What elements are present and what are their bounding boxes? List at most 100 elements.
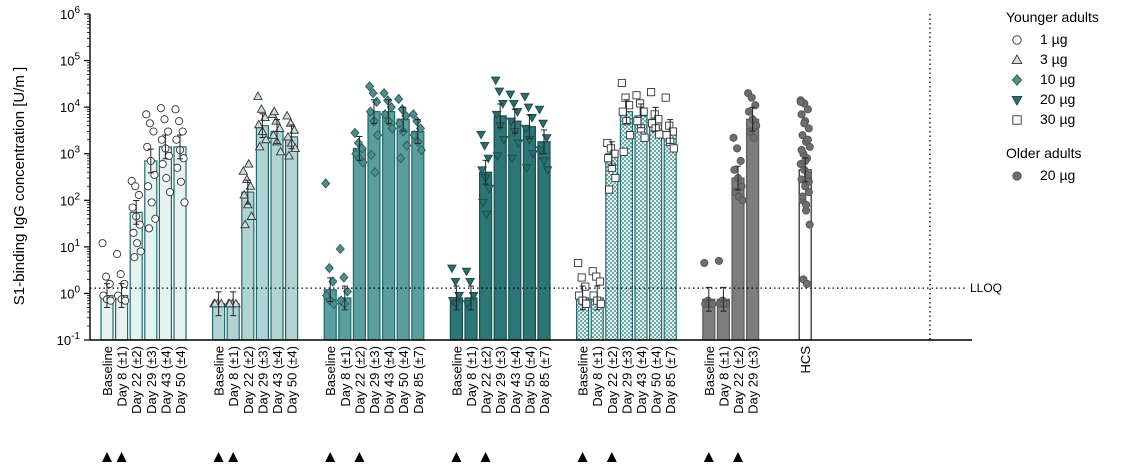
data-point <box>128 203 137 212</box>
dose-marker <box>213 452 224 462</box>
x-tick-label: Day 43 (±4) <box>270 346 285 414</box>
x-tick-label: Day 29 (±3) <box>619 346 634 414</box>
y-tick-exponent: 3 <box>74 145 80 156</box>
legend-label: 3 µg <box>1040 51 1068 67</box>
data-point <box>282 110 293 120</box>
x-tick-label: Day 22 (±2) <box>479 346 494 414</box>
data-point <box>224 298 235 308</box>
data-point <box>394 93 404 105</box>
data-point <box>574 258 583 268</box>
x-tick-label: Day 85 (±7) <box>663 346 678 414</box>
dose-marker <box>733 452 743 462</box>
data-point <box>350 127 360 139</box>
data-point <box>158 159 167 169</box>
legend-marker <box>1012 35 1022 45</box>
data-point <box>283 150 294 160</box>
x-tick-label: Baseline <box>100 346 115 396</box>
data-point <box>98 239 107 248</box>
x-tick-label: Day 85 (±7) <box>537 346 552 414</box>
data-point <box>481 210 492 220</box>
data-point <box>402 140 412 151</box>
data-point <box>416 144 426 156</box>
data-point <box>366 149 376 160</box>
data-point <box>803 135 812 144</box>
legend-marker <box>1011 74 1023 86</box>
y-tick-label: 102 <box>60 191 80 208</box>
x-tick-label: Day 8 (±1) <box>226 346 241 407</box>
data-point <box>462 300 473 310</box>
y-tick-label: 101 <box>60 238 80 255</box>
y-tick-exponent: 5 <box>74 52 80 63</box>
data-point <box>339 272 349 283</box>
data-point <box>749 133 758 142</box>
dose-marker <box>577 452 588 462</box>
data-point <box>121 296 130 305</box>
data-point <box>129 228 138 237</box>
data-point <box>454 292 465 301</box>
y-tick-label: 10-1 <box>57 331 81 348</box>
data-point <box>498 136 509 145</box>
axes-layer: S1-binding IgG concentration [U/m ] LLOQ… <box>11 5 1002 462</box>
data-point <box>142 110 151 119</box>
legend-label: 20 µg <box>1040 91 1075 107</box>
data-point <box>520 124 531 134</box>
data-point <box>483 154 494 164</box>
data-point <box>476 130 487 140</box>
data-point <box>803 105 812 114</box>
data-point <box>144 182 153 191</box>
data-point <box>160 115 169 124</box>
data-point <box>654 115 663 124</box>
data-point <box>179 154 188 163</box>
dose-marker <box>228 452 239 462</box>
data-point <box>708 299 717 308</box>
dose-marker <box>480 452 491 462</box>
data-point <box>528 150 538 159</box>
lloq-label: LLOQ <box>970 281 1002 295</box>
data-point <box>260 112 271 121</box>
data-point <box>661 93 670 102</box>
data-point <box>798 131 807 140</box>
x-tick-label: Day 43 (±4) <box>382 346 397 414</box>
legend-label: 1 µg <box>1040 31 1068 47</box>
data-point <box>617 78 626 88</box>
bar <box>285 136 299 341</box>
y-tick-exponent: 0 <box>74 284 80 295</box>
x-tick-label: Day 43 (±4) <box>508 346 523 414</box>
bar <box>396 118 410 341</box>
data-point <box>133 239 142 248</box>
data-point <box>633 117 642 126</box>
data-point <box>802 200 811 209</box>
x-tick-label: Day 8 (±1) <box>716 346 731 407</box>
data-point <box>275 146 286 156</box>
data-point <box>106 296 115 305</box>
data-point <box>465 278 476 287</box>
data-point <box>605 185 614 194</box>
bar <box>270 130 284 341</box>
data-point <box>747 93 756 102</box>
data-point <box>636 99 645 108</box>
data-point <box>289 124 300 134</box>
data-point <box>243 158 254 168</box>
x-tick-label: Day 8 (±1) <box>115 346 130 407</box>
bar <box>479 171 493 341</box>
legend-marker <box>1012 115 1022 125</box>
y-axis-label: S1-binding IgG concentration [U/m ] <box>11 67 28 305</box>
data-point <box>523 103 534 113</box>
data-point <box>450 278 461 287</box>
data-point <box>172 135 181 144</box>
data-point <box>468 292 479 301</box>
data-point <box>149 127 158 136</box>
data-point <box>479 142 490 151</box>
data-point <box>246 211 257 220</box>
data-point <box>539 157 549 167</box>
data-point <box>379 87 389 99</box>
data-point <box>269 106 280 116</box>
data-point <box>534 105 545 115</box>
y-tick-label: 103 <box>60 145 80 162</box>
data-point <box>395 153 406 164</box>
data-point <box>324 262 334 274</box>
data-point <box>116 270 125 279</box>
data-point <box>797 145 806 155</box>
data-point <box>409 130 419 141</box>
